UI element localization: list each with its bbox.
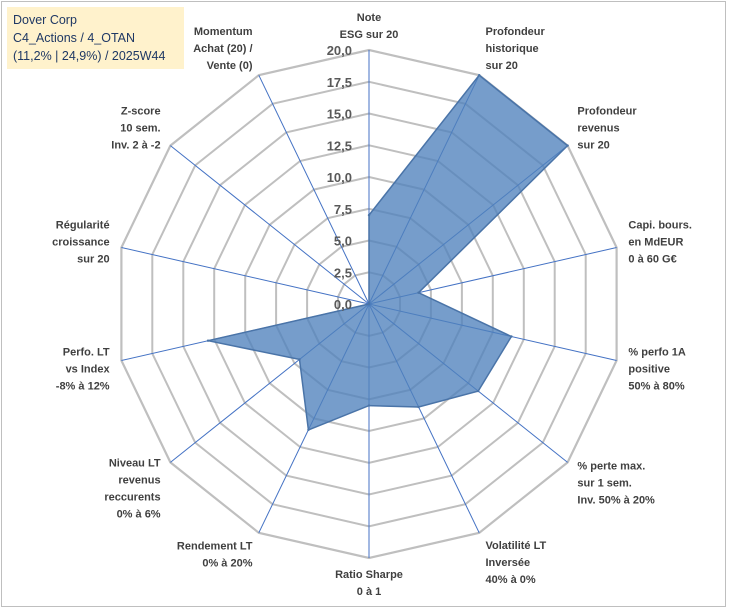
portfolio-category: C4_Actions / 4_OTAN: [13, 31, 136, 45]
tick-label: 17,5: [327, 75, 352, 90]
axis-spoke: [121, 247, 370, 305]
axis-label-line: 0 à 60 G€: [628, 254, 676, 266]
axis-label-line: en MdEUR: [628, 237, 683, 249]
axis-label: Capi. bours. en MdEUR 0 à 60 G€: [628, 220, 692, 266]
tick-label: 12,5: [327, 138, 352, 153]
axis-label-line: % perte max.: [577, 461, 645, 473]
data-point: [367, 302, 371, 306]
axis-label-line: Régularité: [56, 220, 110, 232]
axis-label-line: revenus: [577, 122, 619, 134]
axis-label: Momentum Achat (20) / Vente (0): [193, 26, 253, 72]
axis-label-line: 40% à 0%: [486, 574, 536, 586]
axis-spoke: [170, 145, 370, 305]
axis-label: Régularité croissance sur 20: [52, 220, 109, 266]
data-point: [417, 405, 420, 409]
axis-label: Z-score 10 sem. Inv. 2 à -2: [111, 105, 160, 151]
axis-label: Profondeur revenus sur 20: [577, 105, 637, 151]
axis-label: Ratio Sharpe 0 à 1: [335, 569, 403, 598]
axis-label-line: sur 20: [77, 254, 109, 266]
axis-label-line: 50% à 80%: [628, 380, 684, 392]
axis-label-line: Inv. 2 à -2: [111, 139, 160, 151]
axis-label-line: Profondeur: [486, 26, 546, 38]
axis-label-line: Perfo. LT: [63, 346, 110, 358]
axis-label-line: 0 à 1: [357, 586, 381, 598]
tick-label: 5,0: [334, 234, 352, 249]
axis-label: Note ESG sur 20: [340, 12, 399, 41]
axis-label-line: sur 1 sem.: [577, 478, 631, 490]
axis-labels: Note ESG sur 20 Profondeur historique sur 20…: [52, 12, 692, 598]
axis-label-line: Rendement LT: [177, 541, 253, 553]
axis-label-line: Vente (0): [207, 60, 253, 72]
axis-label: % perfo 1A positive 50% à 80%: [628, 346, 686, 392]
axis-label-line: Capi. bours.: [628, 220, 692, 232]
data-point: [367, 404, 371, 407]
axis-label-line: Profondeur: [577, 105, 637, 117]
data-point: [478, 74, 481, 77]
tick-label: 0,0: [334, 297, 352, 312]
axis-label-line: Inv. 50% à 20%: [577, 495, 655, 507]
tick-label: 10,0: [327, 170, 352, 185]
axis-label-line: Achat (20) /: [193, 43, 252, 55]
radial-tick-labels: 0,0 2,5 5,0 7,5 10,0 12,5 15,0 17,5 20,0: [327, 43, 352, 312]
axis-label-line: ESG sur 20: [340, 29, 399, 41]
axis-label-line: sur 20: [577, 139, 609, 151]
data-point: [367, 213, 371, 217]
axis-label-line: % perfo 1A: [628, 346, 686, 358]
axis-label-line: historique: [486, 43, 539, 55]
axis-label-line: sur 20: [486, 60, 518, 72]
axis-label-line: Ratio Sharpe: [335, 569, 403, 581]
data-point: [477, 389, 480, 393]
axis-label-line: Momentum: [194, 26, 253, 38]
axis-label-line: vs Index: [66, 363, 111, 375]
axis-label-line: positive: [628, 363, 670, 375]
data-point: [566, 144, 569, 147]
data-point: [307, 428, 310, 432]
performance-week: (11,2% | 24,9%) / 2025W44: [13, 49, 166, 63]
data-point: [417, 291, 420, 294]
axis-label-line: reccurents: [104, 492, 160, 504]
axis-spoke: [258, 74, 370, 305]
axis-label-line: croissance: [52, 237, 109, 249]
series-area: [206, 74, 569, 432]
data-point: [298, 358, 301, 361]
tick-label: 2,5: [334, 265, 352, 280]
axis-label: Profondeur historique sur 20: [486, 26, 546, 72]
axis-label-line: Inversée: [486, 557, 531, 569]
series-polygon: [207, 74, 569, 431]
axis-label-line: revenus: [118, 475, 160, 487]
axis-label-line: Z-score: [121, 105, 161, 117]
data-point: [206, 339, 210, 342]
axis-label: Volatilité LT Inversée 40% à 0%: [486, 540, 547, 586]
axis-label-line: Volatilité LT: [486, 540, 547, 552]
tick-label: 15,0: [327, 107, 352, 122]
axis-label-line: 10 sem.: [120, 122, 160, 134]
company-name: Dover Corp: [13, 13, 77, 27]
axis-label-line: 0% à 20%: [202, 558, 252, 570]
axis-label: % perte max. sur 1 sem. Inv. 50% à 20%: [577, 461, 655, 507]
axis-label-line: 0% à 6%: [117, 509, 161, 521]
axis-label: Perfo. LT vs Index -8% à 12%: [56, 346, 111, 392]
tick-label: 7,5: [334, 202, 352, 217]
axis-label: Rendement LT 0% à 20%: [177, 541, 253, 570]
tick-label: 20,0: [327, 43, 352, 58]
axis-label-line: Niveau LT: [109, 458, 161, 470]
title-box: Dover Corp C4_Actions / 4_OTAN (11,2% | …: [7, 7, 184, 69]
axis-label: Niveau LT revenus reccurents 0% à 6%: [104, 458, 161, 521]
axis-label-line: -8% à 12%: [56, 380, 110, 392]
axis-label-line: Note: [357, 12, 381, 24]
data-point: [510, 335, 513, 338]
